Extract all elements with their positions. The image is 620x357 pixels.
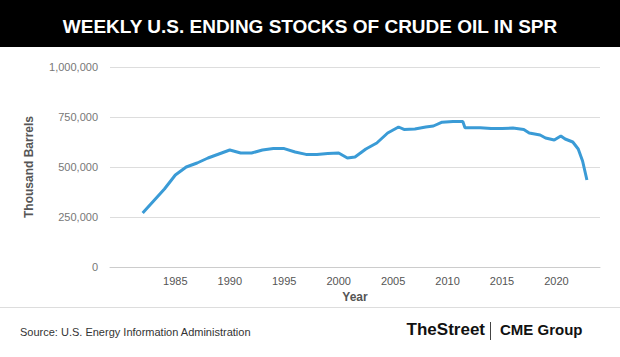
svg-text:2000: 2000: [326, 275, 350, 287]
svg-text:750,000: 750,000: [58, 111, 98, 123]
svg-text:WEEKLY U.S. ENDING STOCKS OF C: WEEKLY U.S. ENDING STOCKS OF CRUDE OIL I…: [63, 16, 558, 37]
svg-text:2020: 2020: [544, 275, 568, 287]
svg-text:0: 0: [92, 261, 98, 273]
svg-text:1,000,000: 1,000,000: [49, 61, 98, 73]
svg-text:2015: 2015: [490, 275, 514, 287]
svg-text:2005: 2005: [381, 275, 405, 287]
svg-text:1995: 1995: [272, 275, 296, 287]
svg-text:2010: 2010: [435, 275, 459, 287]
svg-text:TheStreet: TheStreet: [407, 320, 486, 339]
svg-text:CME Group: CME Group: [500, 321, 583, 338]
svg-text:1985: 1985: [163, 275, 187, 287]
svg-text:250,000: 250,000: [58, 211, 98, 223]
svg-text:Year: Year: [342, 290, 368, 304]
svg-text:Thousand Barrels: Thousand Barrels: [22, 116, 36, 218]
svg-text:1990: 1990: [218, 275, 242, 287]
svg-text:500,000: 500,000: [58, 161, 98, 173]
svg-text:Source: U.S. Energy Informatio: Source: U.S. Energy Information Administ…: [20, 326, 251, 338]
